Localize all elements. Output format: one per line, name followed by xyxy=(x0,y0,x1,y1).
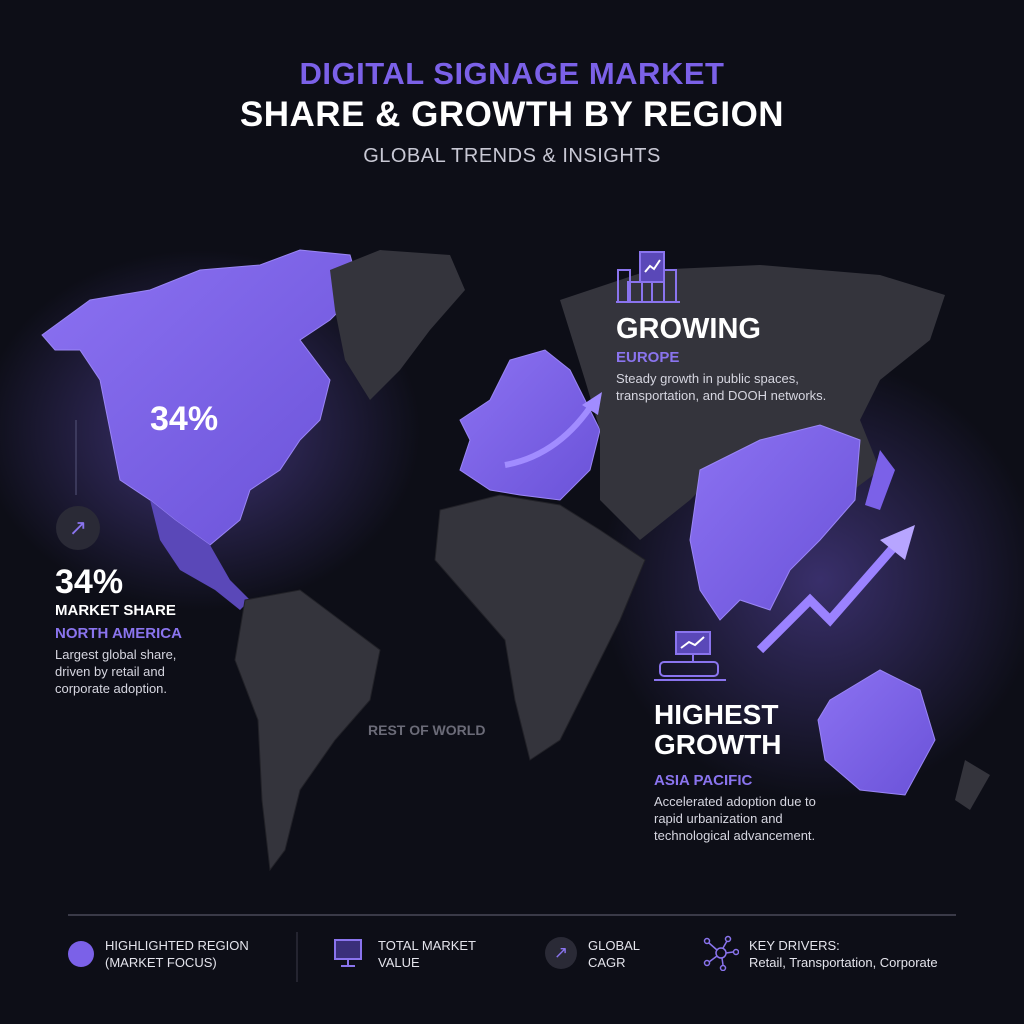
monitor-icon xyxy=(334,939,362,967)
na-metric: MARKET SHARE xyxy=(55,602,176,619)
legend-line: TOTAL MARKET xyxy=(378,938,476,953)
title-line-2: SHARE & GROWTH BY REGION xyxy=(239,95,785,134)
europe-description: Steady growth in public spaces, transpor… xyxy=(616,370,826,404)
legend-line: (MARKET FOCUS) xyxy=(105,955,217,970)
desc-line: corporate adoption. xyxy=(55,681,168,696)
city-billboard-icon xyxy=(616,251,680,303)
europe-arrow-head xyxy=(582,392,602,415)
region-africa xyxy=(434,494,646,761)
europe-headline: GROWING xyxy=(616,313,761,345)
desc-line: transportation, and DOOH networks. xyxy=(616,388,827,403)
rest-of-world-label: REST OF WORLD xyxy=(368,722,486,738)
train-billboard-icon xyxy=(654,631,726,681)
desc-line: technological advancement. xyxy=(654,828,816,843)
na-description: Largest global share, driven by retail a… xyxy=(55,646,176,697)
region-central-america xyxy=(150,500,250,610)
title-line-1: DIGITAL SIGNAGE MARKET xyxy=(299,56,725,91)
north-america-map-label: 34% xyxy=(150,400,219,438)
region-south-america xyxy=(234,589,381,872)
desc-line: Steady growth in public spaces, xyxy=(616,371,799,386)
legend-highlighted-region: HIGHLIGHTED REGION (MARKET FOCUS) xyxy=(105,937,249,971)
legend-line: GLOBAL xyxy=(588,938,641,953)
desc-line: Largest global share, xyxy=(55,647,177,662)
headline-line: GROWTH xyxy=(654,729,782,760)
europe-growth-arrow xyxy=(504,398,598,468)
desc-line: rapid urbanization and xyxy=(654,811,783,826)
legend-line: VALUE xyxy=(378,955,420,970)
region-asia-pacific[interactable] xyxy=(689,424,861,621)
na-region: NORTH AMERICA xyxy=(55,625,182,642)
legend-line: CAGR xyxy=(588,955,626,970)
region-north-america[interactable] xyxy=(41,249,361,546)
legend-total-market-value: TOTAL MARKET VALUE xyxy=(378,937,476,971)
legend-key-drivers: KEY DRIVERS: Retail, Transportation, Cor… xyxy=(749,937,938,971)
subtitle: GLOBAL TRENDS & INSIGHTS xyxy=(363,145,661,167)
network-icon xyxy=(703,935,739,971)
legend-global-cagr: GLOBAL CAGR xyxy=(588,937,640,971)
asia-headline: HIGHEST GROWTH xyxy=(654,700,782,760)
arrow-up-right-icon: ↗ xyxy=(545,937,577,969)
asia-growth-arrow xyxy=(756,537,904,654)
region-new-zealand xyxy=(955,760,990,810)
legend-line: KEY DRIVERS: xyxy=(749,938,840,953)
legend-line: Retail, Transportation, Corporate xyxy=(749,955,938,970)
region-greenland xyxy=(330,250,465,400)
desc-line: Accelerated adoption due to xyxy=(654,794,816,809)
asia-region: ASIA PACIFIC xyxy=(654,772,753,789)
na-value: 34% xyxy=(55,563,124,601)
region-japan xyxy=(865,450,895,510)
asia-description: Accelerated adoption due to rapid urbani… xyxy=(654,793,816,844)
purple-circle-icon xyxy=(68,941,94,967)
headline-line: HIGHEST xyxy=(654,699,779,730)
desc-line: driven by retail and xyxy=(55,664,165,679)
region-europe[interactable] xyxy=(459,349,601,501)
region-australia[interactable] xyxy=(817,669,936,796)
asia-arrow-head xyxy=(880,525,915,560)
europe-region: EUROPE xyxy=(616,349,680,366)
legend-line: HIGHLIGHTED REGION xyxy=(105,938,249,953)
arrow-up-right-icon: ↗ xyxy=(56,506,100,550)
